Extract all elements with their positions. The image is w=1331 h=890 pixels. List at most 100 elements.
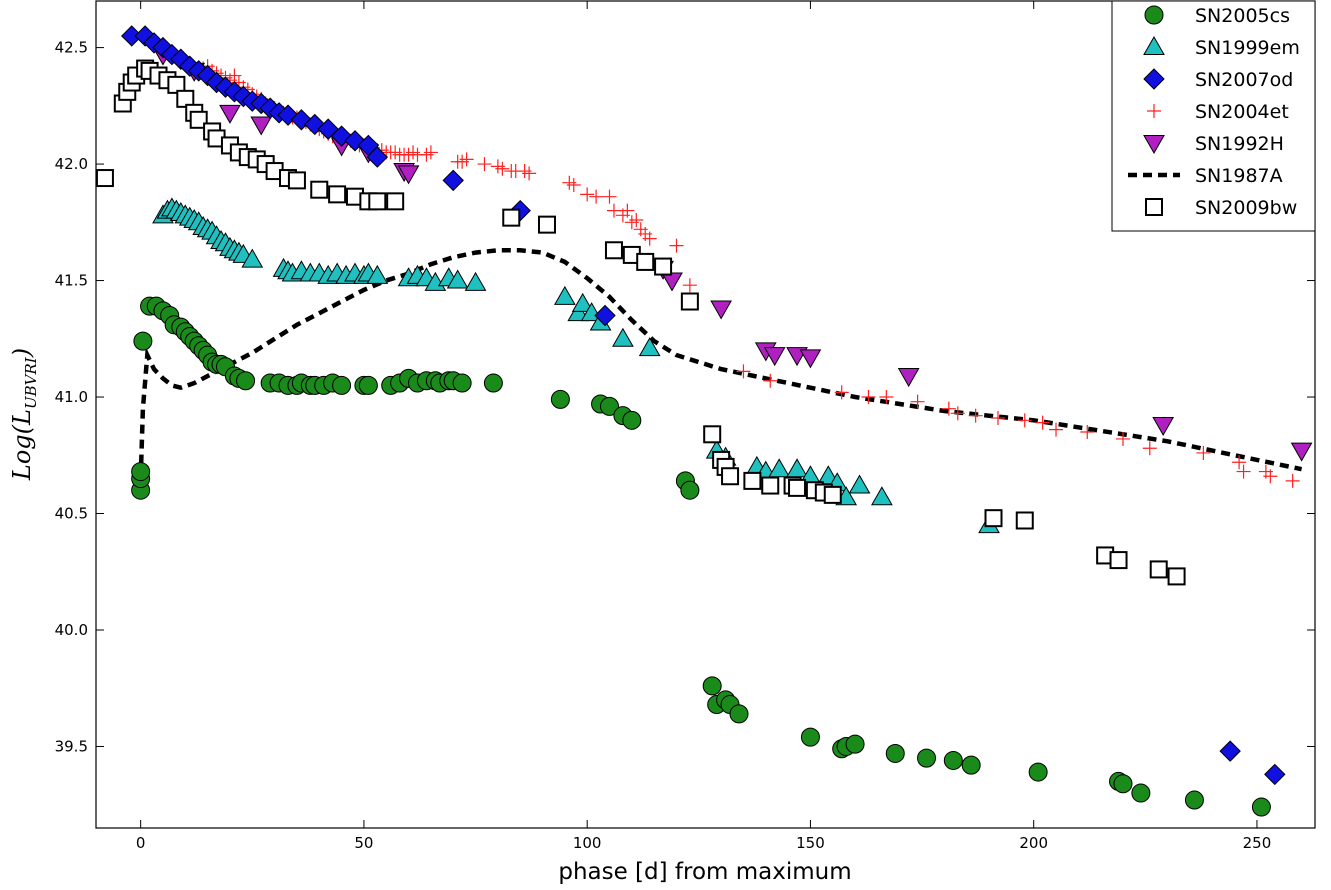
data-point-sn2005cs (961, 755, 981, 775)
data-point-sn2009bw (386, 192, 405, 211)
legend-label: SN2005cs (1195, 5, 1290, 27)
data-point-sn2009bw (823, 485, 842, 504)
x-tick-label: 100 (573, 834, 602, 852)
data-point-sn2005cs (917, 748, 937, 768)
data-point-sn2004et (423, 145, 438, 160)
data-point-sn2009bw (761, 476, 780, 495)
data-point-sn2004et (879, 390, 894, 405)
data-point-sn1992h (1290, 442, 1313, 462)
data-point-sn2005cs (702, 676, 722, 696)
legend-marker (1147, 104, 1161, 118)
y-tick-label: 41.0 (55, 388, 88, 406)
data-point-sn1992h (1152, 416, 1175, 436)
data-point-sn1999em (553, 285, 576, 305)
data-point-sn2005cs (236, 371, 256, 391)
legend-item-sn1987a: SN1987A (1128, 165, 1283, 187)
x-tick-label: 200 (1019, 834, 1048, 852)
legend-marker (1143, 68, 1165, 90)
data-point-sn2004et (910, 394, 925, 409)
data-point-sn2004et (477, 157, 492, 172)
data-point-sn1999em (567, 302, 590, 322)
data-point-sn2009bw (680, 292, 699, 311)
data-point-sn2009bw (654, 257, 673, 276)
data-point-sn2009bw (368, 192, 387, 211)
data-point-sn2009bw (328, 185, 347, 204)
data-point-sn2005cs (1251, 797, 1271, 817)
data-point-sn2004et (669, 238, 684, 253)
data-point-sn2005cs (845, 734, 865, 754)
data-point-sn2007od (1219, 740, 1241, 762)
data-point-sn2004et (1049, 422, 1064, 437)
legend-item-sn2005cs: SN2005cs (1144, 5, 1290, 27)
data-point-sn1992h (897, 368, 920, 388)
data-point-sn2004et (580, 187, 595, 202)
legend-item-sn1992h: SN1992H (1143, 133, 1284, 155)
data-point-sn2005cs (1028, 762, 1048, 782)
legend-box (1111, 0, 1316, 232)
data-point-sn2004et (861, 390, 876, 405)
data-point-sn2005cs (358, 375, 378, 395)
y-tick-label: 39.5 (55, 737, 88, 755)
data-point-sn1992h (763, 347, 786, 367)
data-point-sn2007od (1264, 763, 1286, 786)
plot-frame (95, 0, 1316, 829)
legend-label: SN1987A (1195, 165, 1283, 187)
y-tick-label: 40.5 (55, 505, 88, 523)
legend-item-sn2009bw: SN2009bw (1145, 197, 1297, 219)
legend-label: SN2009bw (1195, 197, 1297, 219)
data-point-sn2004et (606, 203, 621, 218)
data-point-sn2005cs (943, 750, 963, 770)
legend-label: SN2007od (1195, 69, 1293, 91)
data-point-sn1992h (710, 300, 732, 320)
data-point-sn2005cs (1113, 774, 1133, 794)
data-point-sn2004et (941, 401, 956, 416)
data-point-sn2004et (1116, 431, 1130, 446)
data-point-sn2009bw (743, 471, 762, 490)
data-point-sn1999em (871, 486, 893, 506)
legend-label: SN2004et (1195, 101, 1289, 123)
data-point-sn2004et (968, 408, 983, 423)
data-point-sn2005cs (599, 396, 619, 416)
data-point-sn2004et (1035, 415, 1050, 430)
legend-marker (1143, 135, 1165, 155)
x-tick-label: 150 (796, 834, 825, 852)
data-point-sn2007od (290, 109, 313, 131)
data-point-sn2004et (589, 189, 604, 204)
data-point-sn2009bw (703, 425, 722, 444)
legend-marker (1145, 198, 1163, 216)
y-tick-label: 42.0 (55, 155, 88, 173)
data-point-sn2004et (566, 178, 581, 193)
data-point-sn2005cs (131, 462, 151, 482)
data-point-sn1992h (250, 116, 273, 136)
data-point-sn2004et (990, 410, 1005, 425)
data-point-sn2004et (1196, 445, 1211, 460)
y-tick-label: 42.5 (55, 39, 88, 57)
x-tick-label: 50 (354, 834, 373, 852)
data-point-sn2004et (602, 189, 617, 204)
data-point-sn2004et (1017, 413, 1032, 428)
x-tick-label: 250 (1243, 834, 1272, 852)
data-point-sn1999em (848, 474, 871, 494)
data-point-sn2009bw (721, 467, 740, 486)
series-sn1987a (138, 248, 1303, 479)
x-axis-title: phase [d] from maximum (558, 859, 851, 885)
series-layer (95, 25, 1313, 817)
x-tick-label: 0 (136, 834, 146, 852)
data-point-sn1999em (612, 327, 634, 347)
data-point-sn2009bw (604, 241, 623, 260)
data-point-sn2009bw (287, 171, 306, 190)
legend-label: SN1992H (1195, 133, 1284, 155)
data-point-sn2009bw (636, 252, 655, 271)
data-point-sn2004et (763, 373, 778, 388)
data-point-sn2004et (642, 231, 657, 246)
data-point-sn1992h (799, 349, 822, 369)
legend-marker (1144, 5, 1164, 25)
y-axis-title: Log(LUBVRI) (8, 348, 40, 481)
legend-marker (1143, 35, 1165, 55)
data-point-sn2005cs (680, 480, 700, 500)
data-point-sn2009bw (1015, 511, 1034, 530)
data-point-sn2004et (1263, 469, 1278, 484)
data-point-sn1999em (571, 292, 594, 312)
data-point-sn1999em (638, 337, 661, 357)
